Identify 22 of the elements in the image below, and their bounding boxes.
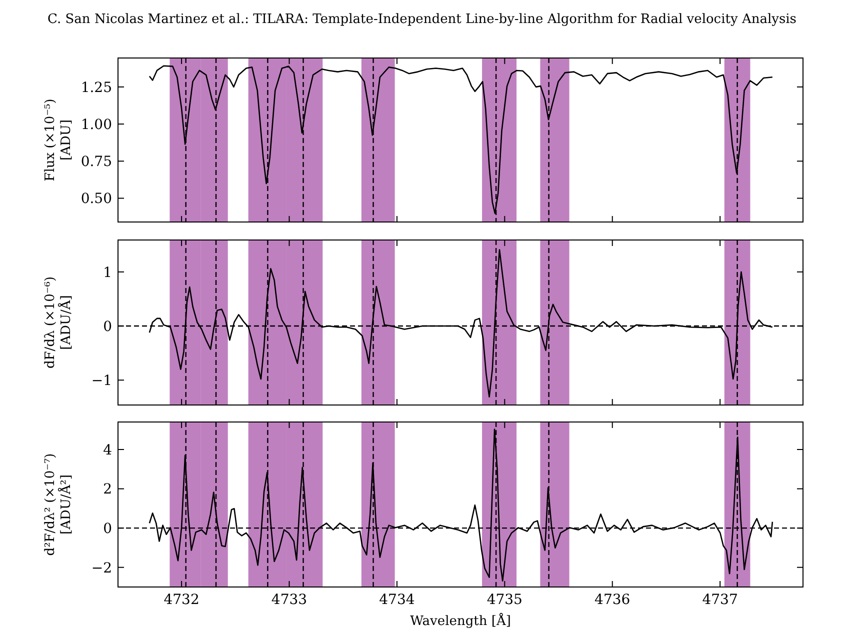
y-tick-label: 1.25: [80, 80, 112, 96]
x-tick-label: 4733: [271, 592, 308, 608]
y-tick-label: 2: [103, 482, 112, 498]
y-axis-title: dF/dλ (×10⁻⁶) [ADU/Å]: [43, 276, 74, 369]
y-tick-label: 0: [103, 318, 112, 335]
y-tick-label: −1: [91, 373, 112, 390]
y-tick-label: 1.00: [80, 116, 112, 133]
y-tick-label: 0.75: [80, 154, 112, 170]
x-tick-label: 4732: [164, 592, 200, 608]
x-tick-label: 4736: [594, 592, 630, 608]
y-tick-label: 1: [103, 264, 112, 281]
y-axis-title: Flux (×10⁻⁵) [ADU]: [43, 98, 74, 182]
x-tick-label: 4737: [702, 592, 738, 608]
y-tick-label: 0.50: [80, 191, 112, 208]
y-tick-label: 0: [103, 520, 112, 537]
y-axis-title: d²F/dλ² (×10⁻⁷) [ADU/Å²]: [43, 453, 74, 556]
x-axis-title: Wavelength [Å]: [410, 612, 511, 629]
chart-title: C. San Nicolas Martinez et al.: TILARA: Template-Independent Line-by-line Algorithm for Radial velocity Analysis: [48, 12, 796, 27]
x-tick-label: 4735: [486, 592, 522, 608]
y-tick-label: −2: [91, 560, 112, 576]
y-tick-label: 4: [103, 442, 112, 458]
x-tick-label: 4734: [379, 592, 415, 608]
